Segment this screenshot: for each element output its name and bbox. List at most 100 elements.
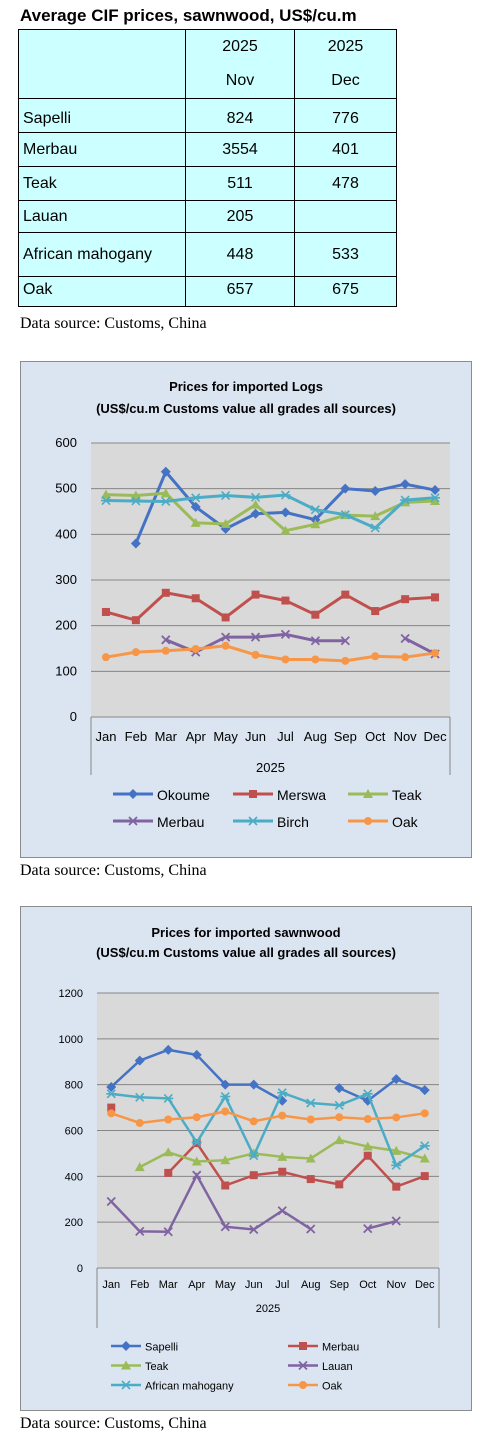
data-point — [251, 590, 260, 599]
data-point — [221, 1181, 230, 1190]
data-point — [250, 508, 261, 519]
data-point — [306, 1115, 315, 1124]
legend-entry: Sapelli — [111, 1341, 178, 1354]
data-point — [371, 652, 380, 661]
x-tick-label: Dec — [415, 1279, 435, 1291]
x-tick-label: Nov — [386, 1279, 406, 1291]
legend-marker — [128, 789, 138, 799]
data-point — [400, 495, 411, 505]
x-tick-label: Jan — [102, 1279, 120, 1291]
data-point — [370, 523, 381, 533]
y-tick-label: 0 — [77, 1263, 83, 1275]
series-sapelli — [106, 1044, 430, 1106]
data-point — [220, 1155, 231, 1165]
legend-marker — [299, 1381, 307, 1389]
series-oak — [101, 641, 440, 665]
table-title: Average CIF prices, sawnwood, US$/cu.m — [20, 6, 357, 25]
x-tick-label: Jul — [275, 1279, 289, 1291]
data-point — [370, 485, 381, 496]
header-cell-year-dec: 2025 — [294, 29, 397, 64]
data-point — [280, 629, 291, 639]
x-tick-label: Jan — [95, 729, 116, 744]
data-point — [101, 607, 110, 616]
data-point — [371, 607, 380, 616]
legend-label: Lauan — [322, 1361, 353, 1373]
data-point — [250, 632, 261, 642]
series-merswa — [101, 588, 440, 625]
series-line — [110, 1172, 397, 1234]
legend-label: Merswa — [277, 787, 326, 803]
data-point — [277, 1151, 288, 1161]
series-line — [105, 644, 436, 663]
dec-price-cell — [294, 200, 397, 233]
series-line — [105, 491, 436, 533]
nov-price-cell: 657 — [185, 276, 295, 307]
data-point — [400, 479, 411, 490]
sawnwood-chart-source-note: Data source: Customs, China — [20, 1415, 207, 1432]
series-oak — [107, 1107, 429, 1127]
header-cell-dec: Dec — [294, 64, 397, 99]
data-point — [362, 1089, 373, 1099]
data-point — [220, 1092, 231, 1102]
x-tick-label: May — [215, 1279, 236, 1291]
data-point — [221, 641, 230, 650]
species-cell: Lauan — [18, 200, 186, 233]
data-point — [278, 1111, 287, 1120]
data-point — [160, 488, 171, 498]
legend-label: African mahogany — [145, 1381, 234, 1393]
data-point — [249, 1117, 258, 1126]
table-row: Merbau 3554 401 — [18, 132, 397, 167]
data-point — [163, 1227, 173, 1237]
data-point — [278, 1167, 287, 1176]
data-point — [280, 507, 291, 518]
data-point — [248, 1151, 259, 1161]
legend-label: Merbau — [322, 1342, 359, 1354]
data-point — [430, 495, 441, 505]
x-tick-label: Feb — [125, 729, 147, 744]
data-point — [160, 466, 171, 477]
species-cell: Teak — [18, 166, 186, 201]
data-point — [220, 490, 231, 501]
legend-label: Teak — [392, 787, 423, 803]
legend-label: Oak — [392, 814, 419, 830]
data-point — [191, 1156, 202, 1166]
legend-label: Oak — [322, 1381, 343, 1393]
data-point — [221, 613, 230, 622]
data-point — [310, 636, 321, 646]
x-tick-label: Sep — [329, 1279, 349, 1291]
data-point — [400, 633, 410, 644]
x-tick-label: Jun — [245, 729, 266, 744]
data-point — [363, 1115, 372, 1124]
legend-label: Teak — [145, 1361, 169, 1373]
header-cell-year-nov: 2025 — [185, 29, 295, 64]
sawnwood-chart-panel: Prices for imported sawnwood (US$/cu.m Cu… — [20, 906, 472, 1411]
y-tick-label: 1000 — [59, 1034, 83, 1046]
dec-price-cell: 533 — [294, 232, 397, 277]
table-row: Lauan 205 — [18, 200, 397, 233]
x-tick-label: Jun — [245, 1279, 263, 1291]
data-point — [248, 1079, 259, 1090]
header-cell-nov: Nov — [185, 64, 295, 99]
table-row: Sapelli 824 776 — [18, 98, 397, 133]
x-tick-label: Mar — [155, 729, 178, 744]
data-point — [131, 648, 140, 657]
data-point — [420, 1172, 429, 1181]
species-cell: Oak — [18, 276, 186, 307]
x-tick-label: Nov — [394, 729, 418, 744]
data-point — [106, 1081, 117, 1092]
data-point — [107, 1103, 116, 1112]
data-point — [391, 1074, 402, 1085]
data-point — [430, 493, 441, 503]
data-point — [392, 1113, 401, 1122]
x-tick-label: Aug — [301, 1279, 321, 1291]
species-cell: Sapelli — [18, 98, 186, 133]
data-point — [191, 1137, 202, 1147]
data-point — [190, 501, 201, 512]
nov-price-cell: 205 — [185, 200, 295, 233]
legend-marker — [121, 1380, 131, 1390]
data-point — [134, 1055, 145, 1066]
series-teak — [134, 1135, 430, 1172]
data-point — [164, 1168, 173, 1177]
data-point — [392, 1182, 401, 1191]
logs-chart: Prices for imported Logs (US$/cu.m Custom… — [55, 379, 451, 830]
